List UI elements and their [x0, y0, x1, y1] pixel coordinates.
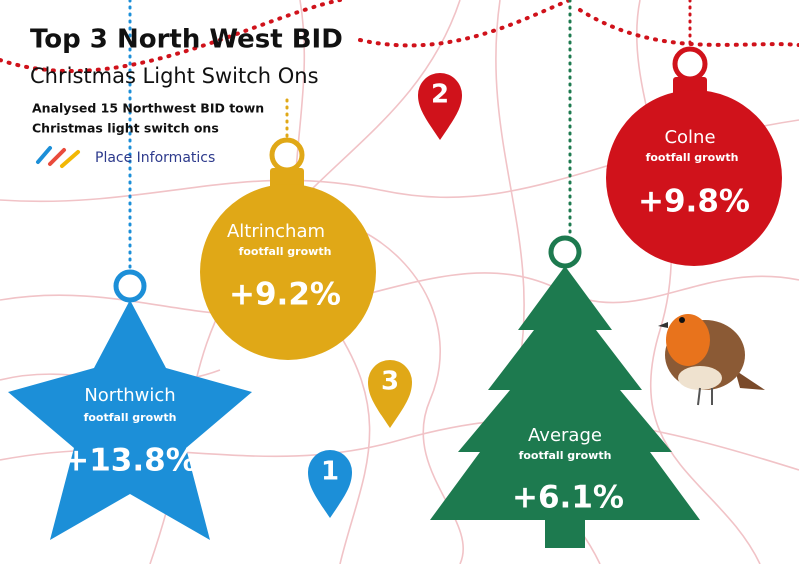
item-name: Average: [528, 425, 602, 446]
robin-beak: [658, 322, 668, 328]
road: [0, 272, 799, 316]
pin-label: 2: [431, 80, 449, 110]
robin-breast: [666, 314, 710, 366]
bauble: Colne footfall growth +9.8%: [606, 46, 782, 266]
item-label: footfall growth: [519, 449, 612, 462]
item-value: +13.8%: [63, 443, 197, 479]
tree: [430, 266, 700, 520]
ornament-ball: [606, 90, 782, 266]
title: Top 3 North West BID: [30, 25, 343, 55]
item-label: footfall growth: [239, 245, 332, 258]
description: Christmas light switch ons: [32, 121, 219, 136]
item-name: Colne: [664, 127, 715, 148]
robin-leg: [697, 387, 701, 406]
road: [359, 229, 464, 564]
star-ornament: Northwich footfall growth +13.8%: [8, 269, 252, 540]
item-label: footfall growth: [84, 411, 177, 424]
robin-belly: [678, 366, 722, 390]
ornament-ring: [548, 235, 582, 269]
pin: 1: [308, 450, 352, 518]
pin: 3: [368, 360, 412, 428]
item-value: +9.8%: [638, 184, 750, 220]
ornament-ring: [113, 269, 147, 303]
garland: [0, 0, 799, 74]
pin-label: 3: [381, 367, 399, 397]
pin-shape: [308, 450, 352, 518]
item-value: +9.2%: [229, 277, 341, 313]
tree-trunk: [545, 520, 585, 548]
description: Analysed 15 Northwest BID town: [32, 101, 264, 116]
star: [8, 300, 252, 540]
item-name: Northwich: [84, 385, 175, 406]
pin: 2: [418, 73, 462, 140]
brand: Place Informatics: [95, 150, 215, 166]
subtitle: Christmas Light Switch Ons: [30, 64, 319, 88]
garland-line: [358, 0, 572, 48]
road: [635, 0, 761, 564]
logo-stroke: [36, 146, 52, 164]
robin: [658, 314, 765, 406]
tree-ornament: Average footfall growth +6.1%: [430, 235, 700, 548]
ornament-ring: [672, 46, 708, 82]
robin-eye: [679, 317, 685, 323]
logo-stroke: [60, 150, 80, 168]
item-label: footfall growth: [646, 151, 739, 164]
item-name: Altrincham: [227, 221, 325, 242]
pin-shape: [368, 360, 412, 428]
bauble: Altrincham footfall growth +9.2%: [200, 137, 376, 360]
robin-tail: [735, 370, 765, 390]
pin-shape: [418, 73, 462, 140]
logo-stroke: [48, 148, 66, 166]
item-value: +6.1%: [512, 480, 624, 516]
ornament-ball: [200, 184, 376, 360]
pin-label: 1: [321, 457, 339, 487]
brand-logo: [36, 146, 80, 168]
